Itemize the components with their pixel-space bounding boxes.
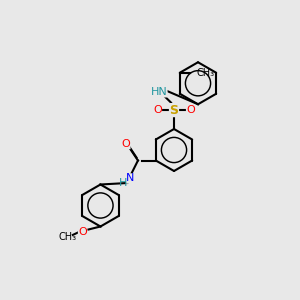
Text: O: O xyxy=(122,139,130,149)
Text: O: O xyxy=(78,227,87,238)
Text: HN: HN xyxy=(151,87,167,97)
Text: CH₃: CH₃ xyxy=(196,68,214,78)
Text: CH₃: CH₃ xyxy=(58,232,76,242)
Text: O: O xyxy=(153,105,162,115)
Text: O: O xyxy=(186,105,195,115)
Text: H: H xyxy=(119,178,127,188)
Text: S: S xyxy=(169,103,178,117)
Text: N: N xyxy=(126,173,135,184)
